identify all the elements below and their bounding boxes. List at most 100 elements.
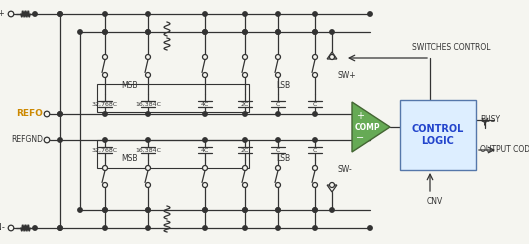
Text: REFO: REFO — [16, 110, 43, 119]
Text: −: − — [356, 133, 364, 143]
Text: OUTPUT CODE: OUTPUT CODE — [480, 145, 529, 154]
Circle shape — [145, 72, 150, 78]
Circle shape — [146, 226, 150, 230]
Circle shape — [103, 165, 107, 171]
Circle shape — [313, 30, 317, 34]
Circle shape — [103, 138, 107, 142]
Circle shape — [203, 30, 207, 34]
Circle shape — [330, 183, 334, 187]
Circle shape — [276, 165, 280, 171]
Circle shape — [313, 138, 317, 142]
Text: MSB: MSB — [122, 81, 138, 90]
Circle shape — [103, 183, 107, 187]
Circle shape — [276, 208, 280, 212]
Circle shape — [8, 11, 14, 17]
Circle shape — [243, 112, 247, 116]
Circle shape — [242, 72, 248, 78]
Circle shape — [203, 165, 207, 171]
Circle shape — [330, 208, 334, 212]
Circle shape — [313, 165, 317, 171]
Circle shape — [146, 30, 150, 34]
Circle shape — [33, 12, 37, 16]
Circle shape — [243, 226, 247, 230]
Circle shape — [276, 12, 280, 16]
Circle shape — [58, 226, 62, 230]
Text: MSB: MSB — [122, 154, 138, 163]
Circle shape — [145, 183, 150, 187]
Circle shape — [103, 208, 107, 212]
Circle shape — [58, 138, 62, 142]
Circle shape — [203, 138, 207, 142]
Text: 2C: 2C — [241, 102, 249, 107]
Circle shape — [330, 30, 334, 34]
Text: CONTROL
LOGIC: CONTROL LOGIC — [412, 124, 464, 146]
Circle shape — [313, 183, 317, 187]
Circle shape — [146, 30, 150, 34]
Circle shape — [58, 112, 62, 116]
Circle shape — [276, 208, 280, 212]
Text: 16,384C: 16,384C — [135, 102, 161, 107]
Circle shape — [276, 226, 280, 230]
Text: IN+: IN+ — [0, 10, 5, 19]
Circle shape — [145, 165, 150, 171]
Text: LSB: LSB — [276, 81, 290, 90]
Circle shape — [103, 72, 107, 78]
Text: 32,768C: 32,768C — [92, 148, 118, 153]
Circle shape — [103, 208, 107, 212]
Text: 4C: 4C — [201, 148, 209, 153]
Circle shape — [203, 54, 207, 60]
Bar — [97, 84, 249, 112]
Circle shape — [44, 137, 50, 143]
Text: 32,768C: 32,768C — [92, 102, 118, 107]
Text: C: C — [276, 102, 280, 107]
Circle shape — [203, 208, 207, 212]
Circle shape — [276, 183, 280, 187]
Circle shape — [103, 30, 107, 34]
Circle shape — [203, 112, 207, 116]
Circle shape — [276, 112, 280, 116]
Circle shape — [103, 30, 107, 34]
Circle shape — [276, 54, 280, 60]
Circle shape — [276, 72, 280, 78]
Circle shape — [313, 54, 317, 60]
Circle shape — [243, 208, 247, 212]
Circle shape — [146, 112, 150, 116]
Bar — [400, 100, 476, 170]
Text: 16,384C: 16,384C — [135, 148, 161, 153]
Text: +: + — [356, 111, 364, 121]
Circle shape — [103, 54, 107, 60]
Circle shape — [203, 226, 207, 230]
Circle shape — [146, 12, 150, 16]
Circle shape — [146, 138, 150, 142]
Text: BUSY: BUSY — [480, 115, 500, 124]
Text: CNV: CNV — [427, 197, 443, 206]
Circle shape — [313, 208, 317, 212]
Circle shape — [58, 226, 62, 230]
Circle shape — [313, 208, 317, 212]
Circle shape — [44, 111, 50, 117]
Circle shape — [243, 138, 247, 142]
Circle shape — [243, 30, 247, 34]
Circle shape — [33, 226, 37, 230]
Text: C: C — [313, 148, 317, 153]
Circle shape — [313, 12, 317, 16]
Bar — [97, 140, 249, 168]
Text: 4C: 4C — [201, 102, 209, 107]
Circle shape — [243, 30, 247, 34]
Circle shape — [243, 12, 247, 16]
Circle shape — [276, 30, 280, 34]
Circle shape — [243, 208, 247, 212]
Circle shape — [330, 54, 334, 60]
Circle shape — [203, 12, 207, 16]
Polygon shape — [352, 102, 390, 152]
Circle shape — [203, 208, 207, 212]
Circle shape — [58, 12, 62, 16]
Circle shape — [103, 226, 107, 230]
Text: REFGND: REFGND — [11, 135, 43, 144]
Circle shape — [203, 183, 207, 187]
Text: C: C — [313, 102, 317, 107]
Text: C: C — [276, 148, 280, 153]
Text: IN-: IN- — [0, 224, 5, 233]
Text: LSB: LSB — [276, 154, 290, 163]
Circle shape — [242, 165, 248, 171]
